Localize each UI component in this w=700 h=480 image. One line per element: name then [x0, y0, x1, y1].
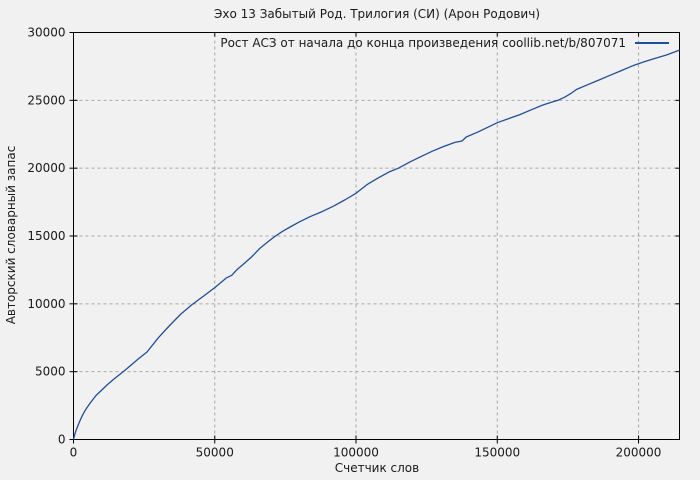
y-axis-label: Авторский словарный запас [4, 145, 18, 325]
x-tick-label: 0 [70, 446, 78, 460]
y-tick-label: 10000 [27, 297, 65, 311]
series-line [72, 49, 680, 440]
y-tick-label: 25000 [27, 93, 65, 107]
legend-label: Рост АСЗ от начала до конца произведения… [220, 36, 626, 50]
legend-line-sample [635, 42, 669, 44]
y-tick-label: 5000 [35, 365, 66, 379]
chart-title: Эхо 13 Забытый Род. Трилогия (СИ) (Арон … [213, 7, 541, 21]
y-tick-label: 30000 [27, 26, 65, 40]
x-tick-label: 150000 [474, 446, 520, 460]
x-tick-label: 50000 [196, 446, 234, 460]
legend: Рост АСЗ от начала до конца произведения… [220, 36, 669, 50]
y-tick-label: 15000 [27, 229, 65, 243]
x-tick-label: 100000 [333, 446, 379, 460]
x-tick-label: 200000 [616, 446, 662, 460]
x-axis-label: Счетчик слов [334, 461, 420, 475]
y-tick-label: 20000 [27, 161, 65, 175]
y-tick-label: 0 [58, 433, 66, 447]
